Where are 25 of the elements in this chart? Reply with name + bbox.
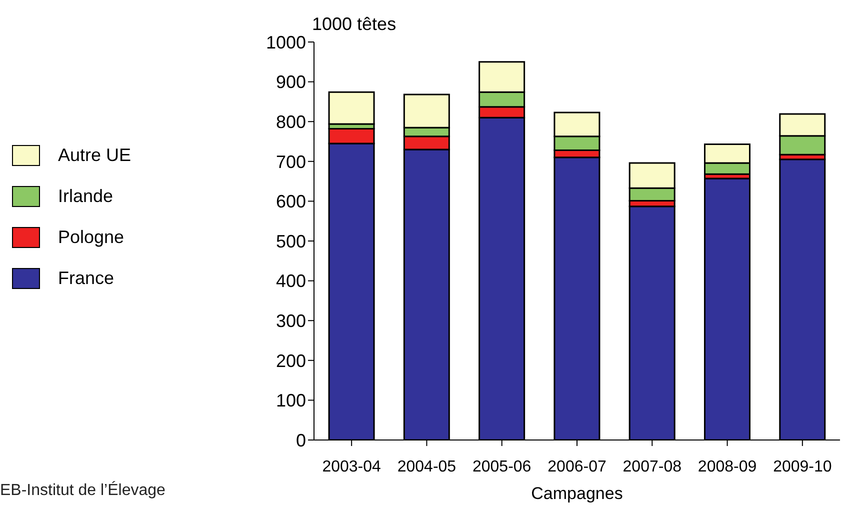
- x-tick-label: 2008-09: [698, 458, 757, 476]
- y-tick-label: 900: [276, 72, 306, 92]
- y-tick-label: 1000: [266, 32, 306, 52]
- legend-label: Autre UE: [58, 145, 132, 166]
- legend-label: Irlande: [58, 186, 114, 207]
- y-tick-label: 300: [276, 310, 306, 331]
- y-tick-label: 0: [296, 430, 306, 450]
- y-tick-label: 400: [276, 271, 306, 292]
- y-tick-label: 800: [276, 112, 306, 132]
- y-axis-title: 1000 têtes: [312, 14, 396, 35]
- x-tick-label: 2006-07: [548, 458, 606, 476]
- x-axis-title: Campagnes: [531, 484, 623, 503]
- x-tick-label: 2003-04: [322, 458, 382, 476]
- legend-label: Pologne: [58, 227, 124, 248]
- text: EB-Institut de l’Élevage: [0, 482, 166, 500]
- y-tick-label: 100: [276, 390, 306, 411]
- y-tick-label: 600: [276, 192, 306, 212]
- x-tick-label: 2007-08: [622, 458, 682, 476]
- x-tick-label: 2004-05: [397, 458, 456, 476]
- x-tick-label: 2005-06: [472, 458, 532, 476]
- legend-label: France: [58, 268, 114, 289]
- y-tick-label: 700: [276, 152, 306, 172]
- y-tick-label: 500: [276, 231, 306, 252]
- y-tick-label: 200: [276, 350, 306, 371]
- x-tick-label: 2009-10: [773, 458, 832, 476]
